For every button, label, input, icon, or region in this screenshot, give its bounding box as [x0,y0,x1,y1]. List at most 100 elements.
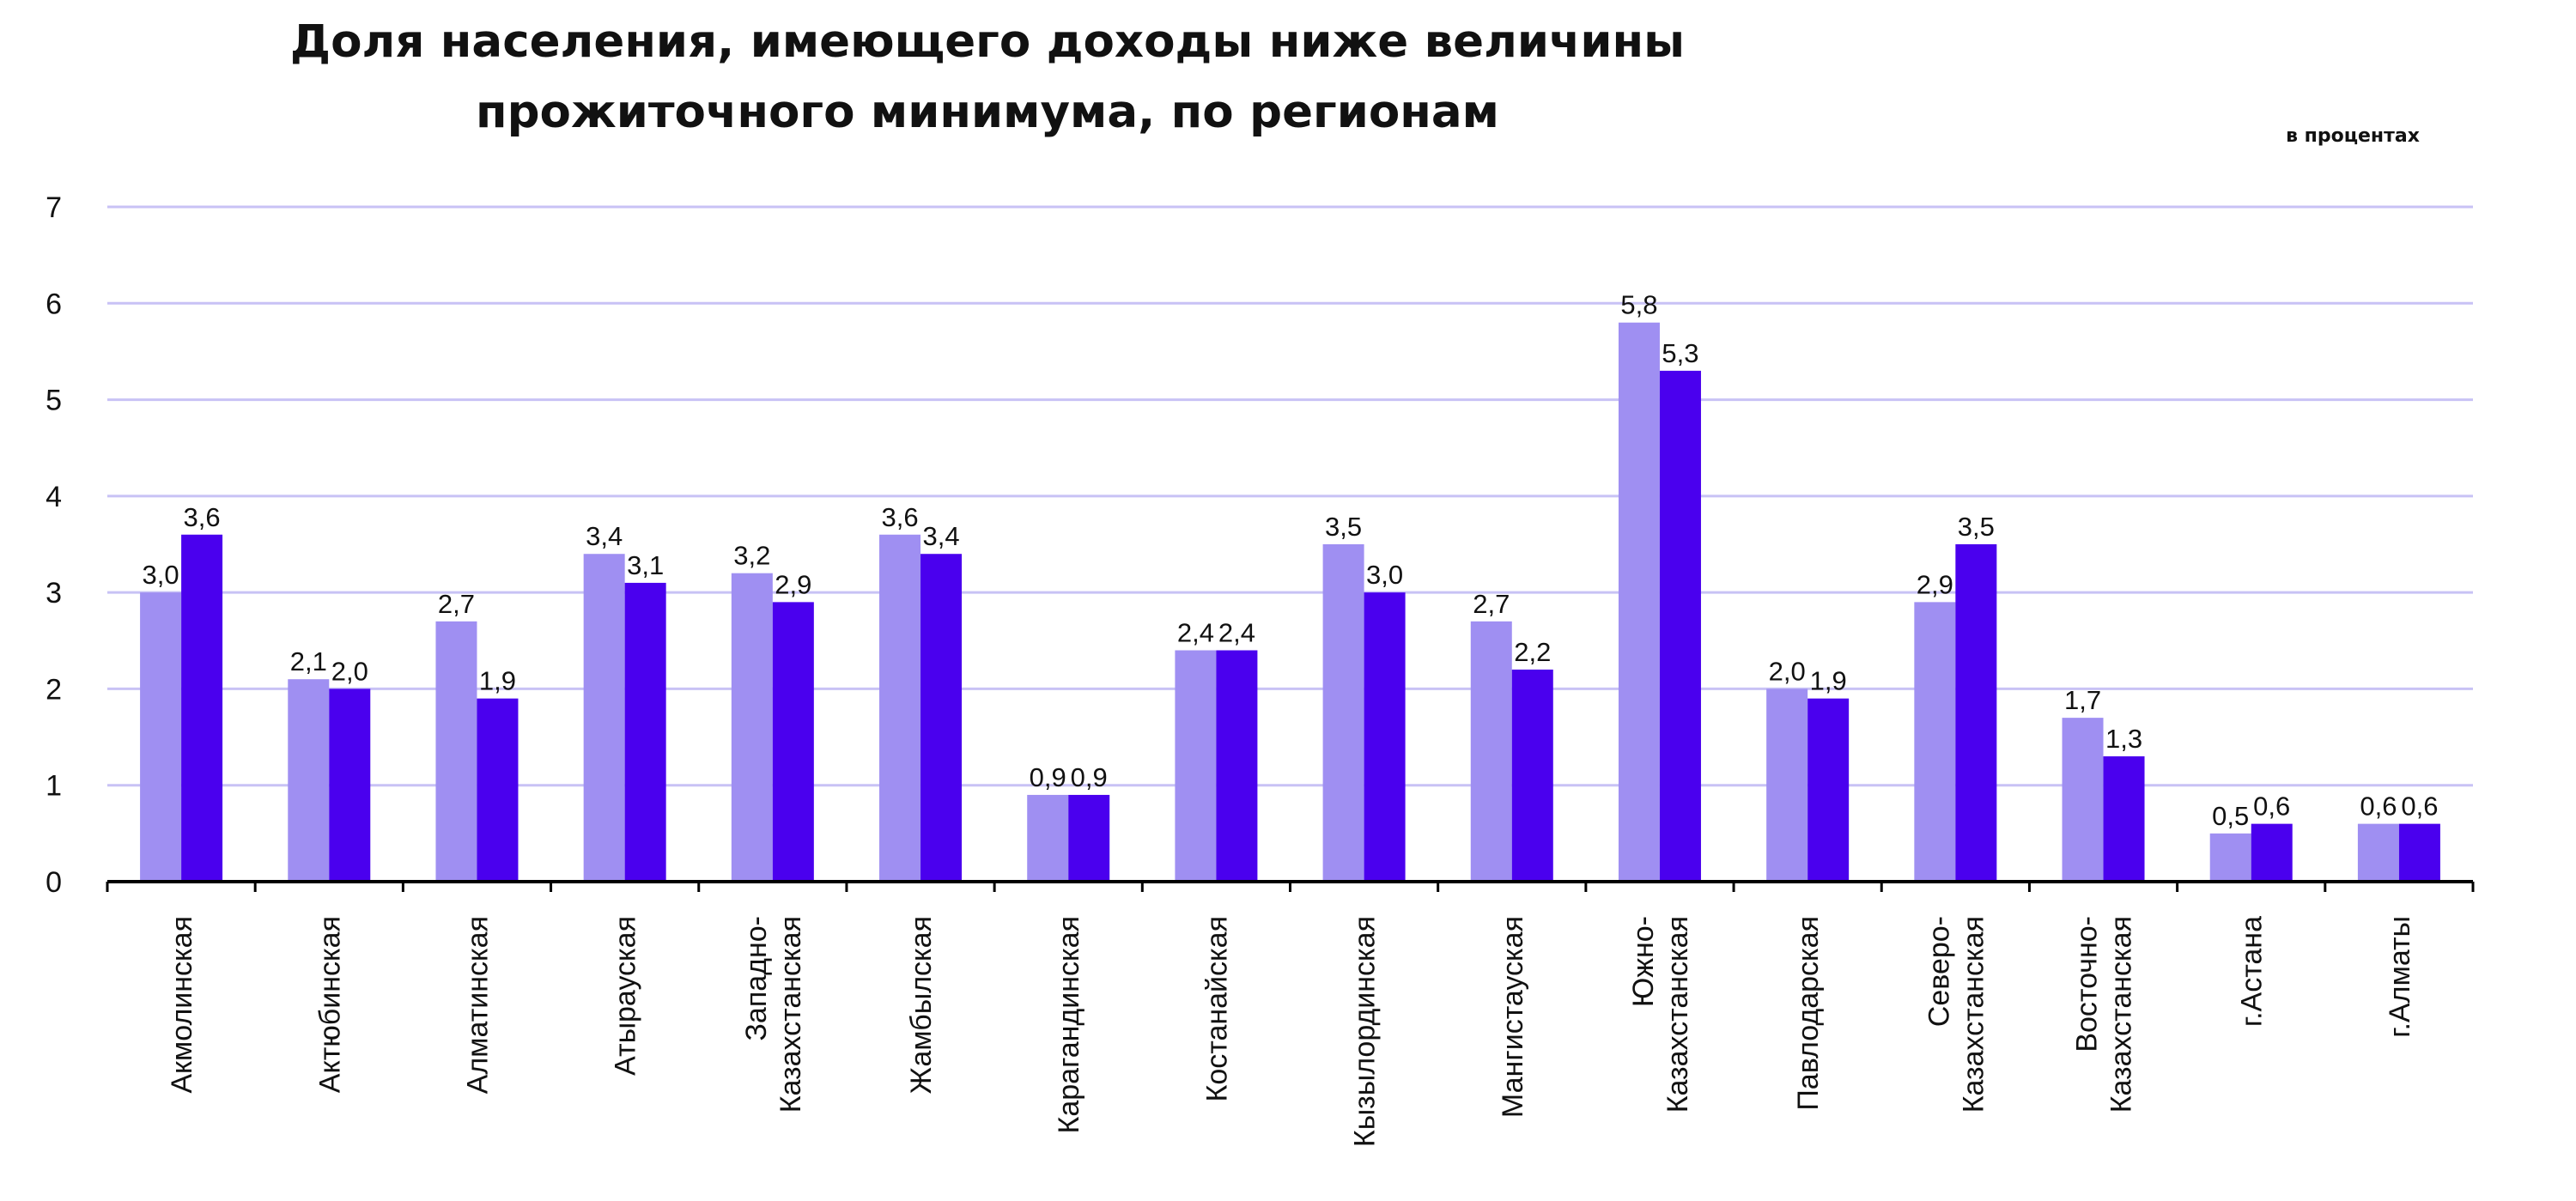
data-label: 3,4 [922,521,959,551]
x-category-label: Актюбинская [313,916,346,1093]
data-label: 3,6 [184,502,221,532]
data-label: 1,9 [479,666,516,696]
bar-series-1 [140,592,182,882]
data-label: 5,3 [1662,338,1698,368]
data-label: 0,9 [1030,762,1066,792]
data-label: 2,9 [1917,569,1953,599]
x-category-label: Карагандинская [1053,916,1085,1133]
data-label: 1,7 [2064,685,2101,715]
x-category-label: Акмолинская [166,916,198,1094]
bar-series-2 [1659,370,1701,882]
data-label: 3,0 [143,560,179,590]
bar-series-2 [624,582,666,882]
axes: 0 1 2 3 4 5 6 7 [46,191,2475,899]
x-category-label: Атырауская [610,916,642,1076]
bar-series-1 [1470,621,1512,882]
data-label: 0,6 [2401,792,2438,822]
x-category-label: Северо- [1923,916,1955,1027]
y-tick-label: 6 [46,288,62,320]
bar-series-2 [477,698,519,882]
bars [140,322,2440,882]
bar-series-2 [1068,794,1110,882]
y-tick-label: 1 [46,770,62,803]
data-label: 1,3 [2105,724,2142,754]
x-category-label: Павлодарская [1792,916,1825,1111]
y-tick-label: 0 [46,866,62,899]
bar-series-2 [2103,756,2145,882]
data-label: 0,9 [1071,762,1108,792]
bar-series-2 [920,554,963,882]
x-category-label: Казахстанская [2105,916,2138,1113]
bar-series-1 [879,534,921,882]
x-category-label: Костанайская [1200,916,1233,1101]
chart-title-line-1: Доля населения, имеющего доходы ниже вел… [289,15,1686,68]
data-label: 3,0 [1366,560,1403,590]
bar-series-2 [772,602,814,882]
x-category-label: Казахстанская [1662,916,1694,1113]
bar-series-1 [2357,823,2399,882]
x-category-label: Казахстанская [775,916,807,1113]
bar-series-1 [435,621,477,882]
bar-series-1 [731,573,773,882]
x-category-label: Западно- [740,916,773,1041]
data-label: 2,0 [1769,656,1806,686]
data-label: 2,2 [1514,637,1551,667]
x-category-label: г.Алматы [2384,916,2416,1038]
x-category-label: Жамбылская [905,916,938,1094]
x-category-label: г.Астана [2236,916,2269,1027]
bar-series-1 [583,554,625,882]
chart-title-line-2: прожиточного минимума, по регионам [475,86,1499,138]
x-category-label: Южно- [1627,916,1660,1007]
value-labels: 3,03,62,1 2,02,71,93,43,1 3,22,93,63,40,9 0… [143,290,2439,1147]
data-label: 2,0 [331,656,368,686]
data-label: 0,6 [2253,792,2290,822]
data-label: 3,5 [1325,512,1362,542]
data-label: 3,1 [627,550,664,580]
bar-series-2 [329,688,371,882]
x-category-label: Алматинская [461,916,494,1094]
data-label: 0,6 [2360,792,2397,822]
data-label: 1,9 [1810,666,1847,696]
bar-series-2 [1807,698,1850,882]
data-label: 3,6 [881,502,918,532]
bar-series-1 [288,679,330,882]
bar-series-2 [1364,592,1406,882]
bar-series-2 [1511,669,1553,882]
bar-series-1 [1175,650,1217,882]
bar-series-1 [2062,718,2104,882]
bar-series-1 [1914,602,1956,882]
data-label: 3,2 [733,541,770,571]
chart-title: Доля населения, имеющего доходы ниже вел… [0,7,1975,148]
x-category-label: Мангистауская [1497,916,1529,1118]
bar-series-2 [2398,823,2440,882]
data-label: 0,5 [2212,801,2249,831]
bar-series-2 [2251,823,2293,882]
bar-series-2 [181,534,223,882]
bar-series-1 [1322,544,1364,882]
data-label: 2,1 [290,646,327,676]
data-label: 2,7 [1473,589,1510,619]
x-category-label: Казахстанская [1957,916,1990,1113]
y-tick-label: 3 [46,577,62,610]
data-label: 2,7 [438,589,475,619]
data-label: 2,4 [1177,618,1214,648]
y-tick-label: 7 [46,191,62,224]
data-label: 3,4 [586,521,623,551]
x-category-label: Восточно- [2071,916,2104,1052]
unit-label: в процентах [2286,125,2420,147]
bar-series-1 [1618,322,1660,882]
x-category-label: Кызылординская [1349,916,1382,1147]
bar-series-1 [2209,833,2251,882]
y-tick-label: 5 [46,385,62,417]
bar-series-1 [1766,688,1808,882]
y-tick-label: 2 [46,673,62,706]
data-label: 2,9 [775,569,811,599]
bar-series-2 [1216,650,1258,882]
data-label: 3,5 [1958,512,1995,542]
y-tick-label: 4 [46,481,62,513]
bar-series-1 [1027,794,1069,882]
data-label: 5,8 [1620,290,1657,320]
data-label: 2,4 [1218,618,1255,648]
bar-series-2 [1955,544,1997,882]
